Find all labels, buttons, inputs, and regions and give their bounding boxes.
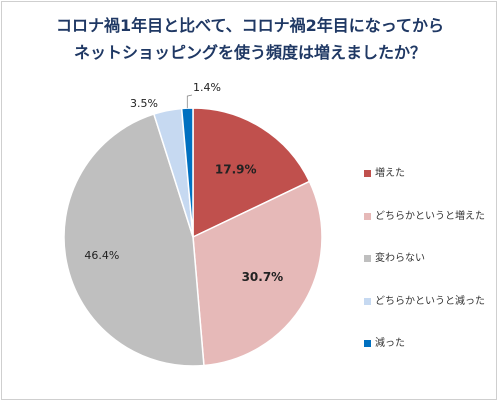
data-label-increased: 17.9% (215, 162, 257, 176)
pie-slice-somewhat-increased (192, 180, 323, 367)
legend-label: 減った (375, 338, 405, 349)
legend-item-somewhat-increased: どちらかというと増えた (364, 211, 485, 222)
legend-item-unchanged: 変わらない (364, 253, 485, 264)
legend-swatch (364, 212, 371, 220)
data-label-decreased: 1.4% (193, 81, 221, 94)
legend-swatch (364, 297, 371, 305)
pie-slice-unchanged (63, 113, 205, 367)
pie-labels: 17.9% 30.7% 46.4% 3.5% 1.4% (84, 81, 283, 284)
pie-slice-decreased (180, 107, 194, 238)
chart-title-line-1: コロナ禍1年目と比べて、コロナ禍2年目になってから (55, 16, 445, 35)
legend-swatch (364, 340, 371, 347)
legend: 増えた どちらかというと増えた 変わらない どちらかというと減った 減った (364, 168, 485, 381)
leader-line (186, 94, 193, 109)
chart-title-line-2: ネットショッピングを使う頻度は増えましたか？ (73, 43, 426, 62)
legend-label: どちらかというと減った (375, 295, 485, 307)
legend-item-decreased: 減った (364, 338, 485, 349)
legend-swatch (364, 170, 371, 177)
legend-swatch (364, 255, 371, 262)
data-label-somewhat-decreased: 3.5% (130, 97, 158, 110)
chart-title: コロナ禍1年目と比べて、コロナ禍2年目になってから ネットショッピングを使う頻度… (2, 12, 498, 66)
legend-label: 変わらない (375, 253, 425, 264)
legend-label: 増えた (375, 168, 405, 179)
data-label-unchanged: 46.4% (84, 249, 119, 262)
legend-label: どちらかというと増えた (375, 210, 485, 222)
pie-slices (63, 107, 323, 367)
pie-slice-increased (192, 107, 311, 239)
data-label-somewhat-increased: 30.7% (242, 270, 284, 284)
legend-item-somewhat-decreased: どちらかというと減った (364, 296, 485, 307)
legend-item-increased: 増えた (364, 168, 485, 179)
